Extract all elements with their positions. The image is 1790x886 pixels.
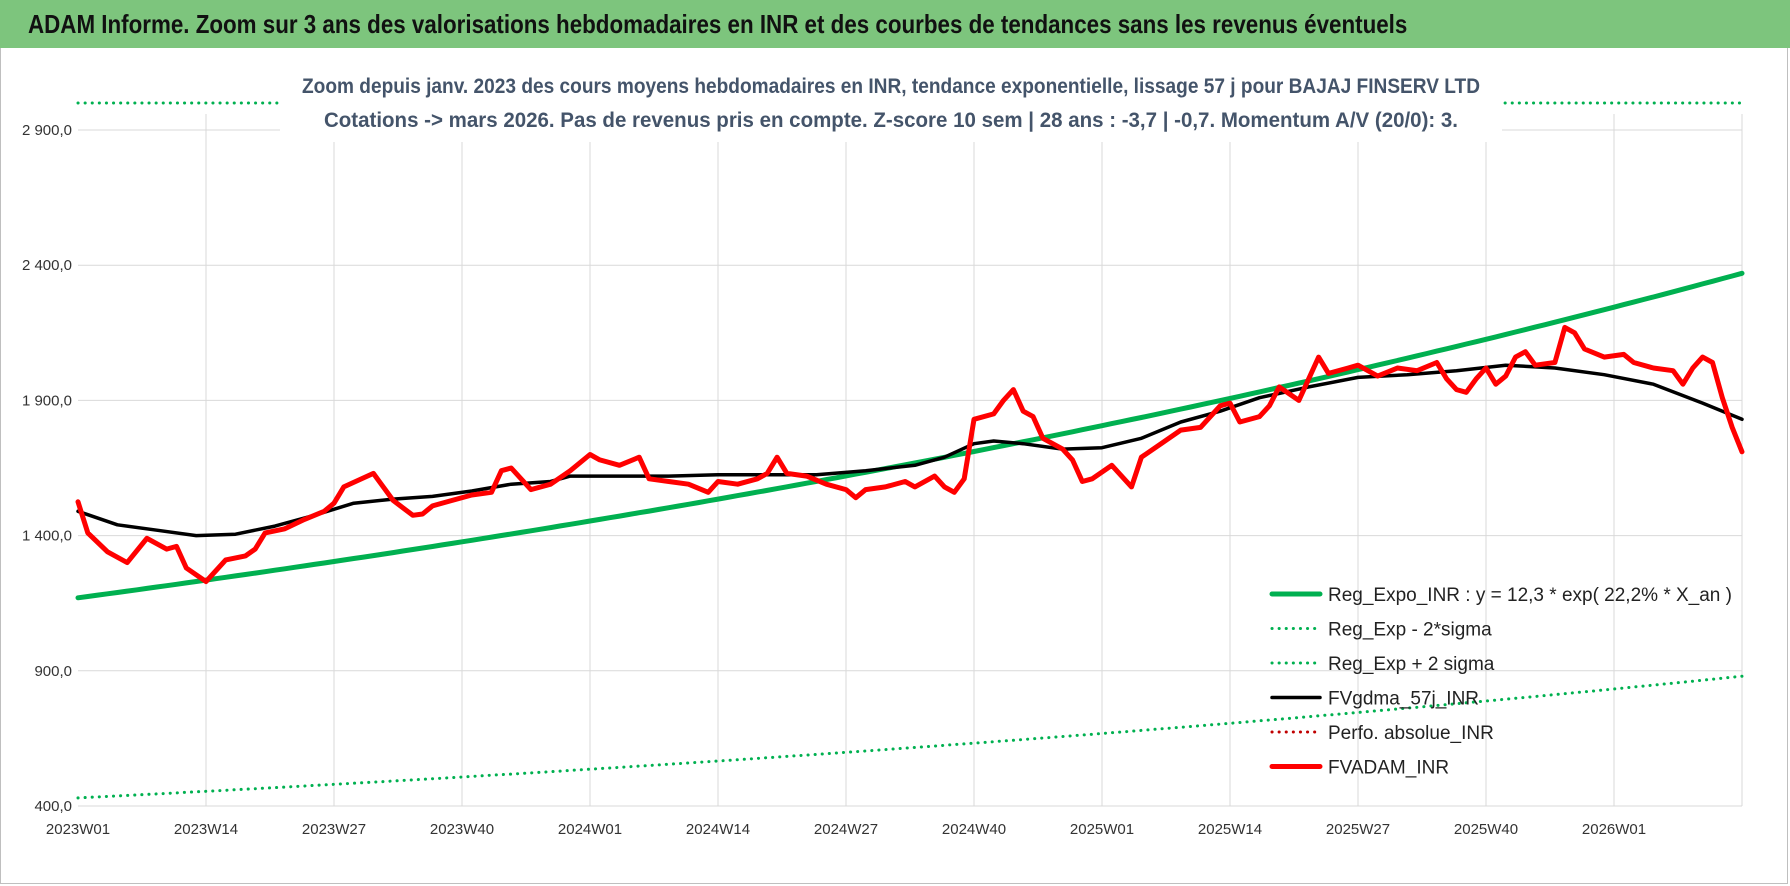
- x-tick-label: 2023W40: [430, 821, 494, 838]
- x-tick-label: 2024W01: [558, 821, 622, 838]
- y-tick-label: 1 900,0: [22, 392, 72, 409]
- x-tick-label: 2026W01: [1582, 821, 1646, 838]
- y-tick-label: 2 900,0: [22, 122, 72, 139]
- x-tick-label: 2025W40: [1454, 821, 1518, 838]
- banner-title-text: ADAM Informe. Zoom sur 3 ans des valoris…: [28, 9, 1408, 39]
- x-tick-label: 2024W14: [686, 821, 750, 838]
- x-tick-label: 2024W27: [814, 821, 878, 838]
- y-tick-label: 1 400,0: [22, 528, 72, 545]
- y-tick-label: 2 400,0: [22, 257, 72, 274]
- x-tick-label: 2023W27: [302, 821, 366, 838]
- x-tick-label: 2023W14: [174, 821, 238, 838]
- chart-title-box: Zoom depuis janv. 2023 des cours moyens …: [280, 66, 1502, 142]
- series-lines: [75, 101, 1745, 800]
- y-tick-label: 400,0: [34, 798, 72, 815]
- y-axis: 400,0 900,0 1 400,0 1 900,0 2 400,0 2 900,0: [22, 122, 72, 815]
- smoothed-line: [76, 363, 1744, 538]
- x-tick-label: 2025W01: [1070, 821, 1134, 838]
- x-axis: 2023W01 2023W14 2023W27 2023W40 2024W01 2024W…: [46, 821, 1646, 838]
- lower-sigma-line: [76, 674, 1744, 800]
- x-tick-label: 2025W27: [1326, 821, 1390, 838]
- legend-label: FVgdma_57j_INR: [1328, 689, 1479, 710]
- banner-title: ADAM Informe. Zoom sur 3 ans des valoris…: [0, 0, 1790, 48]
- x-tick-label: 2025W14: [1198, 821, 1262, 838]
- regression-line: [75, 270, 1745, 601]
- x-tick-label: 2023W01: [46, 821, 110, 838]
- chart-subtitle: Cotations -> mars 2026. Pas de revenus p…: [324, 109, 1458, 132]
- y-tick-label: 900,0: [34, 663, 72, 680]
- chart-title: Zoom depuis janv. 2023 des cours moyens …: [302, 75, 1480, 98]
- price-line: [75, 324, 1745, 585]
- legend-label: Perfo. absolue_INR: [1328, 723, 1494, 744]
- legend-label: Reg_Exp + 2 sigma: [1328, 654, 1495, 675]
- legend-label: Reg_Expo_INR : y = 12,3 * exp( 22,2% * X…: [1328, 585, 1732, 606]
- legend-label: FVADAM_INR: [1328, 758, 1449, 779]
- grid-lines: [78, 114, 1743, 807]
- x-tick-label: 2024W40: [942, 821, 1006, 838]
- legend-label: Reg_Exp - 2*sigma: [1328, 620, 1492, 641]
- legend: Reg_Expo_INR : y = 12,3 * exp( 22,2% * X…: [1269, 585, 1732, 779]
- chart-title-background: [280, 66, 1502, 142]
